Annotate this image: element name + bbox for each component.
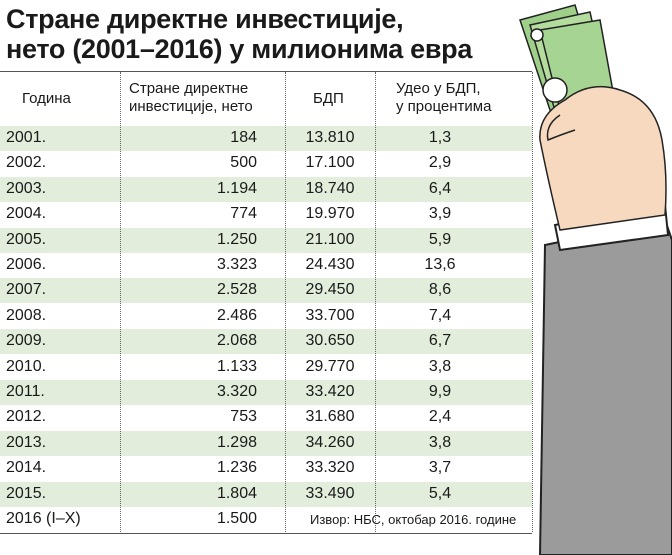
table-cell: 1.133: [216, 357, 257, 375]
row-shade: [0, 227, 532, 253]
table-cell: 3.323: [216, 256, 257, 273]
column-divider: [375, 72, 376, 532]
table-cell: 2005.: [6, 230, 47, 248]
table-cell: 13.810: [305, 129, 355, 146]
table-cell: 2015.: [6, 484, 47, 502]
table-cell: 5,4: [428, 484, 452, 502]
column-header: БДП: [313, 90, 344, 107]
column-divider: [120, 72, 121, 532]
table-cell: 2008.: [6, 306, 47, 324]
table-cell: 1.500: [216, 510, 257, 527]
row-shade: [0, 176, 532, 202]
table-cell: 1.250: [216, 230, 257, 248]
column-header: Удео у БДП,: [396, 80, 481, 97]
table-cell: 2014.: [6, 459, 47, 477]
table-cell: 30.650: [305, 332, 355, 350]
title-line: нето (2001–2016) у милионима евра: [6, 34, 473, 64]
column-header: Година: [22, 90, 71, 107]
column-header: инвестиције, нето: [129, 98, 253, 115]
table-cell: 2,4: [428, 408, 452, 426]
table-cell: 2011.: [6, 383, 45, 400]
table-cell: 13,6: [424, 256, 456, 273]
table-cell: 2003.: [6, 179, 47, 197]
table-cell: 6,7: [428, 332, 452, 350]
table-cell: 774: [230, 205, 257, 223]
column-header: Стране директне: [129, 80, 249, 97]
column-divider: [285, 72, 286, 532]
table-cell: 19.970: [305, 205, 355, 223]
row-shade: [0, 380, 532, 405]
table-cell: 33.320: [305, 459, 355, 477]
table-cell: 29.450: [305, 281, 355, 299]
table-cell: 8,6: [428, 281, 452, 299]
table-cell: 24.430: [305, 256, 355, 273]
table-cell: 33.700: [305, 306, 355, 324]
table-cell: 2010.: [6, 357, 47, 375]
table-bottom-rule: [0, 533, 532, 535]
table-cell: 2,9: [428, 154, 452, 172]
source-note: Извор: НБС, октобар 2016. године: [310, 512, 517, 527]
table-cell: 31.680: [305, 408, 355, 426]
table-cell: 2009.: [6, 332, 47, 350]
table-cell: 1.194: [216, 179, 257, 197]
table-cell: 2016 (I–X): [6, 510, 81, 527]
table-cell: 2004.: [6, 205, 47, 223]
table-cell: 9,9: [428, 383, 452, 400]
row-shade: [0, 126, 532, 151]
table-cell: 5,9: [428, 230, 452, 248]
table-cell: 184: [230, 129, 257, 146]
table-cell: 34.260: [305, 433, 355, 451]
table-cell: 2012.: [6, 408, 47, 426]
table-cell: 3,7: [428, 459, 452, 477]
money-hand-illustration: [519, 4, 672, 555]
table-cell: 33.420: [305, 383, 355, 400]
table-cell: 17.100: [305, 154, 355, 172]
table-cell: 2007.: [6, 281, 47, 299]
table-cell: 3,9: [428, 205, 452, 223]
table-cell: 753: [230, 408, 257, 426]
table-cell: 7,4: [428, 306, 452, 324]
table-cell: 2001.: [6, 129, 47, 146]
column-divider: [532, 72, 533, 532]
table-cell: 6,4: [428, 179, 452, 197]
row-shade: [0, 481, 532, 507]
table-cell: 2013.: [6, 433, 47, 451]
table-top-rule: [0, 71, 532, 72]
table-cell: 1.236: [216, 459, 257, 477]
table-cell: 3,8: [428, 433, 452, 451]
row-shade: [0, 430, 532, 456]
row-shade: [0, 278, 532, 304]
row-shade: [0, 329, 532, 355]
table-cell: 1,3: [428, 129, 452, 146]
column-header: у процентима: [396, 98, 492, 115]
table-cell: 29.770: [305, 357, 355, 375]
table-cell: 33.490: [305, 484, 355, 502]
table-cell: 21.100: [305, 230, 355, 248]
table-cell: 3.320: [216, 383, 257, 400]
table-cell: 1.804: [216, 484, 257, 502]
title-line: Стране директне инвестиције,: [6, 4, 404, 34]
table-cell: 2.068: [216, 332, 257, 350]
table-cell: 2.528: [216, 281, 257, 299]
table-cell: 18.740: [305, 179, 355, 197]
table-cell: 2002.: [6, 154, 47, 172]
table-cell: 500: [230, 154, 257, 172]
table-cell: 2.486: [216, 306, 257, 324]
table-cell: 1.298: [216, 433, 257, 451]
table-cell: 2006.: [6, 256, 47, 273]
table-cell: 3,8: [428, 357, 452, 375]
